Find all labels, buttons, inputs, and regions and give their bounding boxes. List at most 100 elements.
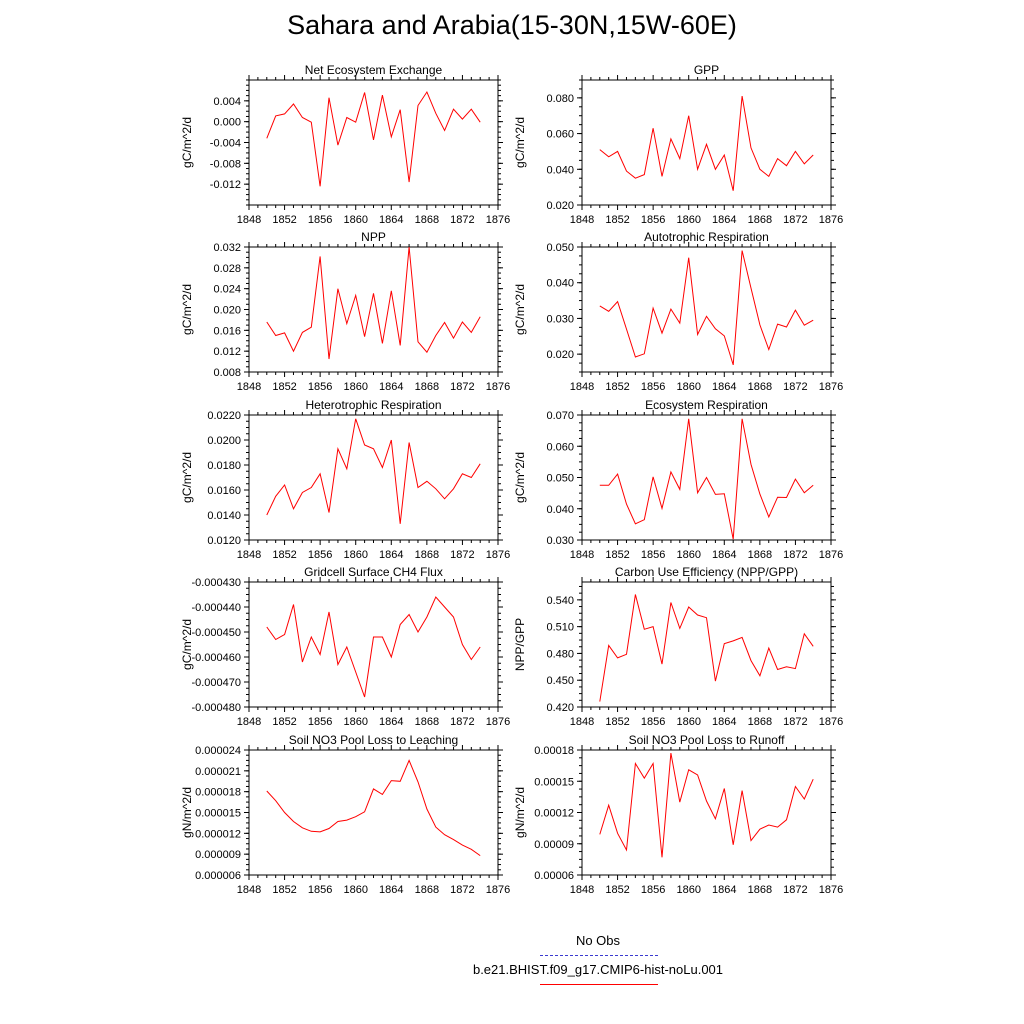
panel-9-ytick-label: 0.000024 (195, 745, 241, 757)
panel-6-xtick-label: 1856 (641, 549, 665, 561)
panel-5-ytick-label: 0.0220 (207, 410, 241, 422)
panel-3-title: NPP (361, 230, 386, 244)
panel-4-xtick-label: 1848 (570, 381, 594, 393)
panel-3-xtick-label: 1856 (308, 381, 332, 393)
panel-9-ytick-label: 0.000021 (195, 766, 241, 778)
panel-1-xtick-label: 1876 (486, 214, 510, 226)
panel-3-ytick-label: 0.012 (213, 346, 241, 358)
panel-10-ytick-label: 0.00006 (534, 870, 574, 882)
panel-10-xtick-label: 1848 (570, 884, 594, 896)
panel-6-xtick-label: 1872 (783, 549, 807, 561)
panel-8-ytick-label: 0.510 (546, 622, 574, 634)
panel-1-ylabel: gC/m^2/d (180, 117, 194, 168)
panel-2-plot-frame (581, 79, 832, 206)
panel-9-ylabel: gN/m^2/d (180, 787, 194, 838)
panel-2-series-line (599, 96, 814, 191)
panel-1-ytick-label: -0.008 (210, 158, 241, 170)
panel-1-ytick-label: 0.000 (213, 117, 241, 129)
panel-2-xtick-label: 1852 (605, 214, 629, 226)
panel-8-xtick-label: 1864 (712, 716, 736, 728)
panel-2-title: GPP (694, 63, 719, 77)
panel-5-ytick-label: 0.0140 (207, 510, 241, 522)
panel-5-xtick-label: 1864 (379, 549, 403, 561)
panel-9-xtick-label: 1860 (343, 884, 367, 896)
panel-8-ytick-label: 0.450 (546, 675, 574, 687)
panel-10-xtick-label: 1876 (819, 884, 843, 896)
panel-6-xtick-label: 1848 (570, 549, 594, 561)
panel-6-title: Ecosystem Respiration (645, 398, 768, 412)
panel-10-series-line (599, 753, 814, 858)
panel-9-series-line (266, 759, 481, 857)
panel-1-xtick-label: 1856 (308, 214, 332, 226)
panel-3-plot-frame (248, 246, 499, 373)
panel-5-title: Heterotrophic Respiration (305, 398, 441, 412)
panel-3-ytick-label: 0.020 (213, 305, 241, 317)
panel-8-ytick-label: 0.540 (546, 595, 574, 607)
panel-10-xtick-label: 1856 (641, 884, 665, 896)
panel-8-plot-frame (581, 581, 832, 708)
panel-5-xtick-label: 1868 (415, 549, 439, 561)
panel-9-ytick-label: 0.000012 (195, 828, 241, 840)
panel-7-xtick-label: 1868 (415, 716, 439, 728)
panel-9-plot-frame (248, 749, 499, 876)
panel-8-xtick-label: 1872 (783, 716, 807, 728)
panel-10-title: Soil NO3 Pool Loss to Runoff (629, 733, 786, 747)
panel-7-ytick-label: -0.000450 (191, 627, 241, 639)
panel-6-xtick-label: 1852 (605, 549, 629, 561)
legend-swatch-no-obs (540, 955, 658, 956)
panel-4-xtick-label: 1856 (641, 381, 665, 393)
panel-2-ytick-label: 0.040 (546, 164, 574, 176)
panel-8-xtick-label: 1876 (819, 716, 843, 728)
panel-10-ytick-label: 0.00015 (534, 776, 574, 788)
panel-8-ytick-label: 0.420 (546, 702, 574, 714)
panel-7-xtick-label: 1876 (486, 716, 510, 728)
panel-9-ytick-label: 0.000009 (195, 849, 241, 861)
panel-4-ylabel: gC/m^2/d (513, 284, 527, 335)
panel-1-ytick-label: 0.004 (213, 96, 241, 108)
panel-4-ytick-label: 0.050 (546, 242, 574, 254)
panel-8-xtick-label: 1852 (605, 716, 629, 728)
panel-3-xtick-label: 1860 (343, 381, 367, 393)
panel-1-title: Net Ecosystem Exchange (305, 63, 443, 77)
panel-3-xtick-label: 1848 (237, 381, 261, 393)
panel-7-xtick-label: 1860 (343, 716, 367, 728)
panel-10-xtick-label: 1852 (605, 884, 629, 896)
panel-2-xtick-label: 1860 (676, 214, 700, 226)
panel-5-ylabel: gC/m^2/d (180, 452, 194, 503)
panel-9-xtick-label: 1872 (450, 884, 474, 896)
panel-1-xtick-label: 1864 (379, 214, 403, 226)
panel-3-xtick-label: 1876 (486, 381, 510, 393)
panel-2-xtick-label: 1868 (748, 214, 772, 226)
panel-10-xtick-label: 1868 (748, 884, 772, 896)
panel-6-xtick-label: 1860 (676, 549, 700, 561)
panel-6-xtick-label: 1864 (712, 549, 736, 561)
panel-5-xtick-label: 1872 (450, 549, 474, 561)
legend-label-model-run: b.e21.BHIST.f09_g17.CMIP6-hist-noLu.001 (472, 962, 724, 977)
panel-10-plot-frame (581, 749, 832, 876)
panel-3-xtick-label: 1864 (379, 381, 403, 393)
panel-3-ytick-label: 0.024 (213, 284, 241, 296)
panel-2-xtick-label: 1864 (712, 214, 736, 226)
panel-1-ytick-label: -0.004 (210, 138, 241, 150)
panel-9-ytick-label: 0.000018 (195, 787, 241, 799)
panel-1-xtick-label: 1852 (272, 214, 296, 226)
panel-9-xtick-label: 1848 (237, 884, 261, 896)
panel-7-series-line (266, 596, 481, 698)
legend-swatch-model-run (540, 984, 658, 985)
panel-3-ylabel: gC/m^2/d (180, 284, 194, 335)
panel-8-xtick-label: 1856 (641, 716, 665, 728)
panel-8-series-line (599, 594, 814, 702)
panel-7-ytick-label: -0.000430 (191, 577, 241, 589)
panel-10-xtick-label: 1860 (676, 884, 700, 896)
panel-8-xtick-label: 1868 (748, 716, 772, 728)
panel-10-ytick-label: 0.00018 (534, 745, 574, 757)
panel-7-ytick-label: -0.000470 (191, 677, 241, 689)
panel-1-xtick-label: 1860 (343, 214, 367, 226)
panel-1-plot-frame (248, 79, 499, 206)
panel-3-ytick-label: 0.032 (213, 242, 241, 254)
panel-8-title: Carbon Use Efficiency (NPP/GPP) (615, 565, 798, 579)
panel-2-ytick-label: 0.060 (546, 129, 574, 141)
legend-label-no-obs: No Obs (575, 933, 621, 948)
panel-9-xtick-label: 1876 (486, 884, 510, 896)
